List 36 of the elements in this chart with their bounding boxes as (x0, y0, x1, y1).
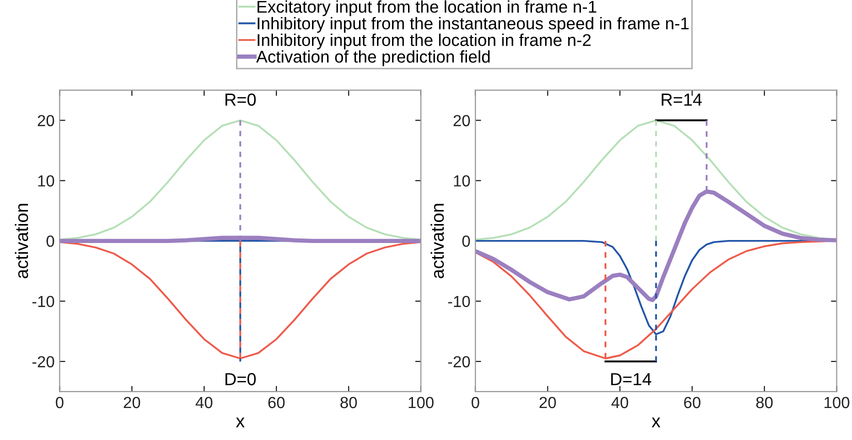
annotation: R=0 (226, 94, 256, 106)
x-tick-label: 20 (540, 396, 556, 408)
x-axis-title: x (652, 418, 660, 428)
legend-label: Excitatory input from the location in frame n-1 (258, 0, 596, 16)
x-tick-label: 60 (268, 396, 285, 408)
x-tick-label: 60 (684, 396, 700, 408)
line-series (60, 119, 421, 241)
annotation: D=0 (226, 373, 256, 386)
legend-label: Inhibitory input from the instantaneous speed in frame n-1 (258, 16, 689, 33)
y-tick-label: -20 (32, 356, 54, 368)
x-tick-label: 80 (756, 396, 773, 408)
y-axis-title: activation (430, 204, 444, 278)
x-tick-label: 40 (611, 396, 628, 408)
legend-label: Inhibitory input from the location in frame n-2 (258, 34, 591, 50)
x-tick-label: 0 (472, 396, 480, 408)
line-series (60, 241, 421, 360)
annotation: D=14 (611, 373, 652, 386)
y-tick-label: 20 (454, 114, 470, 126)
x-tick-label: 80 (340, 396, 357, 408)
x-tick-label: 40 (196, 396, 212, 408)
x-tick-label: 100 (824, 396, 850, 408)
y-tick-label: 10 (454, 175, 470, 187)
x-tick-label: 100 (408, 396, 434, 408)
y-tick-label: -10 (448, 296, 470, 308)
annotation: R=14 (662, 94, 702, 106)
y-tick-label: 10 (38, 175, 54, 187)
y-tick-label: -20 (448, 356, 470, 368)
y-tick-label: 20 (38, 114, 54, 126)
x-tick-label: 0 (56, 396, 64, 408)
y-tick-label: 0 (46, 236, 54, 247)
legend-label: Activation of the prediction field (256, 50, 490, 66)
y-tick-label: 0 (462, 236, 470, 247)
y-axis-title: activation (14, 204, 28, 278)
x-axis-title: x (236, 418, 245, 428)
x-tick-label: 20 (124, 396, 140, 408)
y-tick-label: -10 (32, 296, 54, 308)
